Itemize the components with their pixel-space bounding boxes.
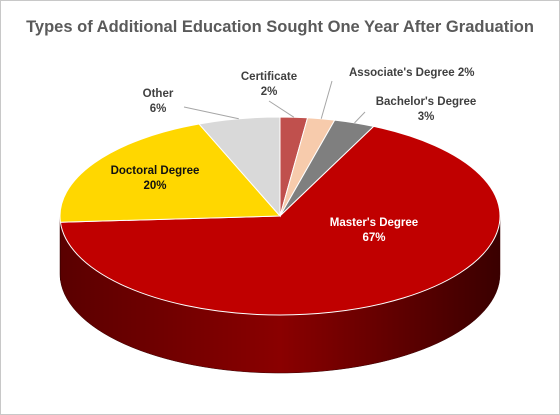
label-master-s-degree: Master's Degree <box>330 217 418 229</box>
chart-title: Types of Additional Education Sought One… <box>26 18 534 36</box>
leader-certificate <box>268 100 295 118</box>
label-doctoral-degree: Doctoral Degree <box>111 165 200 177</box>
leader-bachelor-s-degree <box>354 111 366 124</box>
value-other: 6% <box>150 103 167 115</box>
slice-doctoral-degree <box>59 123 282 223</box>
label-certificate: Certificate <box>241 71 297 83</box>
value-certificate: 2% <box>261 86 278 98</box>
leader-associate-s-degree <box>320 80 333 119</box>
pie-slices <box>59 116 501 316</box>
slice-master-s-degree <box>59 125 501 316</box>
value-master-s-degree: 67% <box>362 232 385 244</box>
data-labels: Certificate 2% Associate's Degree 2% Bachel… <box>111 67 477 244</box>
label-other: Other <box>143 88 174 100</box>
value-bachelor-s-degree: 3% <box>418 111 435 123</box>
leader-other <box>183 106 239 120</box>
label-associate-s-degree: Associate's Degree 2% <box>349 67 474 79</box>
slice-other <box>198 116 281 218</box>
leader-lines <box>183 80 366 124</box>
label-bachelor-s-degree: Bachelor's Degree <box>376 96 477 108</box>
value-doctoral-degree: 20% <box>143 180 166 192</box>
